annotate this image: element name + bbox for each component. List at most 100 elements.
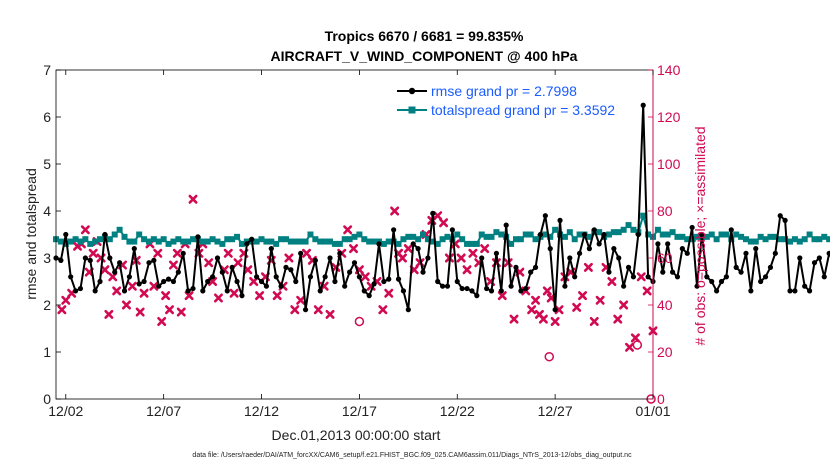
rmse-point xyxy=(126,274,133,280)
obs-assimilated-marker xyxy=(161,291,171,301)
totalspread-point xyxy=(733,231,740,238)
obs-x-stroke xyxy=(497,291,507,301)
totalspread-point xyxy=(180,238,187,245)
y-tick-right-label: 100 xyxy=(657,156,681,172)
totalspread-point xyxy=(170,238,177,245)
data-file-footer: data file: /Users/raeder/DAI/ATM_forcXX/… xyxy=(192,452,632,459)
obs-x-stroke xyxy=(554,305,564,315)
obs-x-stroke xyxy=(233,258,243,268)
rmse-point xyxy=(209,274,216,280)
obs-assimilated-marker xyxy=(149,281,159,291)
series-layer xyxy=(53,102,830,404)
rmse-point xyxy=(386,276,392,282)
rmse-point xyxy=(425,255,431,261)
y-axis-label-left: rmse and totalspread xyxy=(23,168,39,300)
rmse-point xyxy=(420,269,426,275)
rmse-point xyxy=(699,231,705,238)
rmse-point xyxy=(523,285,529,292)
legend-marker-rmse xyxy=(408,87,416,95)
rmse-point xyxy=(77,285,84,292)
totalspread-point xyxy=(302,238,309,245)
obs-x-stroke xyxy=(135,307,145,317)
totalspread-point xyxy=(483,233,490,240)
obs-x-stroke xyxy=(542,286,552,296)
rmse-point xyxy=(97,278,103,285)
totalspread-point xyxy=(576,231,583,238)
rmse-point xyxy=(170,278,177,285)
obs-x-stroke xyxy=(243,265,253,275)
obs-assimilated-marker xyxy=(572,302,582,312)
rmse-point xyxy=(391,227,397,233)
totalspread-point xyxy=(796,238,803,245)
obs-x-stroke xyxy=(290,305,300,315)
rmse-point xyxy=(762,274,769,280)
obs-x-stroke xyxy=(157,316,167,326)
obs-x-stroke xyxy=(165,305,175,315)
rmse-point xyxy=(488,288,495,294)
rmse-point xyxy=(180,250,186,256)
totalspread-point xyxy=(605,231,612,238)
rmse-point xyxy=(317,288,323,294)
totalspread-point xyxy=(806,231,813,238)
obs-x-stroke xyxy=(538,314,548,324)
totalspread-point xyxy=(694,233,701,240)
obs-assimilated-marker xyxy=(378,305,388,315)
totalspread-point xyxy=(82,236,89,243)
rmse-point xyxy=(679,246,685,252)
rmse-point xyxy=(684,250,690,256)
obs-assimilated-marker xyxy=(349,244,359,254)
totalspread-point xyxy=(175,236,182,243)
rmse-point xyxy=(356,274,362,280)
y-tick-left-label: 2 xyxy=(43,297,51,313)
axis-ticks: 0 1 2 3 4 5 6 7 0 20 40 60 80 100 120 140 12/02 12/07 12/1… xyxy=(43,62,680,419)
totalspread-point xyxy=(297,238,304,245)
totalspread-point xyxy=(165,240,172,247)
obs-assimilated-marker xyxy=(176,307,186,317)
rmse-point xyxy=(190,285,196,292)
rmse-point xyxy=(753,246,759,252)
totalspread-point xyxy=(400,236,407,243)
rmse-point xyxy=(87,257,93,263)
totalspread-point xyxy=(684,236,691,243)
totalspread-point xyxy=(620,226,627,233)
obs-x-stroke xyxy=(503,258,513,268)
obs-assimilated-marker xyxy=(104,309,114,319)
totalspread-point xyxy=(454,231,461,238)
rmse-point xyxy=(327,255,333,261)
obs-assimilated-marker xyxy=(204,258,214,268)
rmse-point xyxy=(395,276,402,282)
totalspread-point xyxy=(287,238,294,245)
totalspread-point xyxy=(640,212,647,219)
rmse-point xyxy=(283,264,289,270)
rmse-point xyxy=(214,255,221,261)
obs-x-stroke xyxy=(349,244,359,254)
obs-assimilated-marker xyxy=(112,286,122,296)
obs-assimilated-marker xyxy=(127,281,137,291)
rmse-point xyxy=(562,283,568,289)
rmse-point xyxy=(459,285,465,292)
x-tick-label: 12/12 xyxy=(244,403,279,419)
rmse-point xyxy=(591,227,597,233)
rmse-point xyxy=(342,283,348,289)
totalspread-point xyxy=(214,238,221,245)
rmse-point xyxy=(479,255,485,261)
totalspread-point xyxy=(62,240,69,247)
obs-x-stroke xyxy=(100,265,110,275)
obs-assimilated-marker xyxy=(313,305,323,315)
totalspread-point xyxy=(282,236,289,243)
rmse-point xyxy=(400,288,407,294)
obs-assimilated-marker xyxy=(554,305,564,315)
obs-assimilated-marker xyxy=(249,276,259,287)
obs-assimilated-marker xyxy=(509,314,519,324)
obs-assimilated-marker xyxy=(578,291,588,301)
totalspread-point xyxy=(87,240,94,247)
totalspread-point xyxy=(307,231,314,238)
totalspread-point xyxy=(327,238,334,245)
totalspread-point xyxy=(116,226,123,233)
totalspread-point xyxy=(630,226,637,233)
obs-assimilated-marker xyxy=(233,258,243,268)
rmse-point xyxy=(415,246,421,252)
rmse-point xyxy=(219,269,225,275)
obs-assimilated-marker xyxy=(302,248,312,258)
obs-assimilated-marker xyxy=(607,276,617,287)
